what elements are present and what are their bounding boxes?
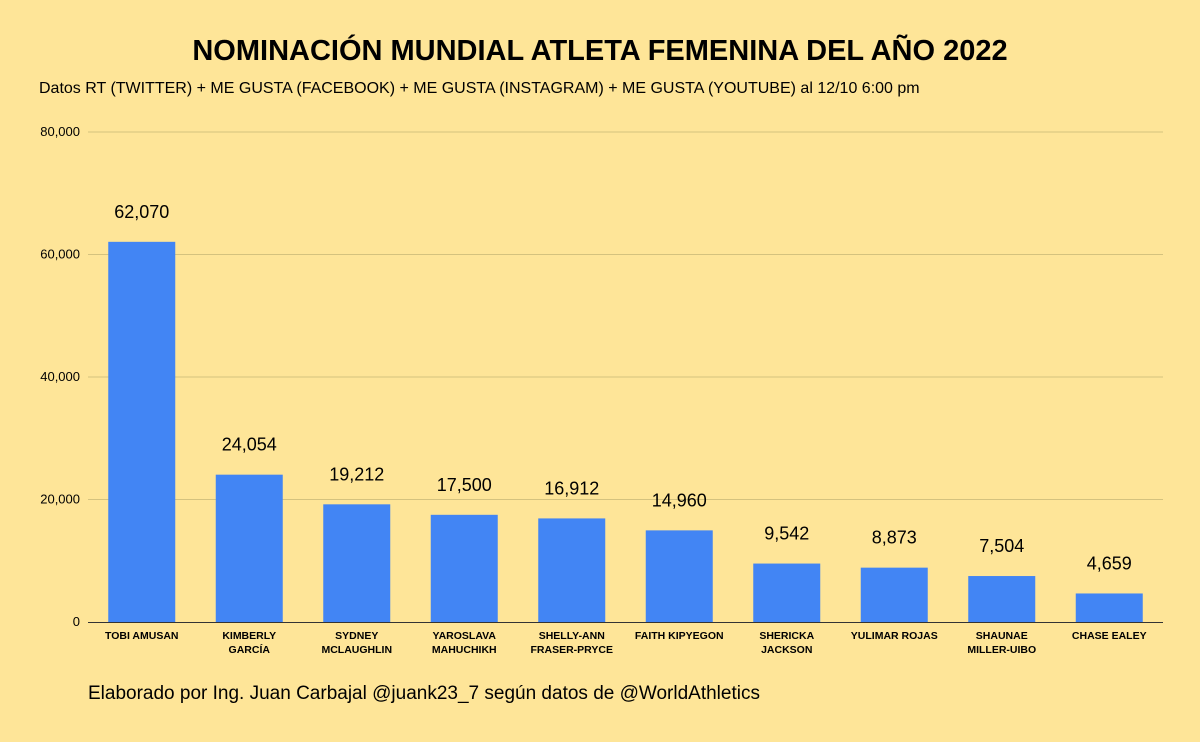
- bar: [323, 504, 391, 622]
- y-axis-ticks: 0 20,000 40,000 60,000 80,000: [40, 124, 80, 629]
- x-axis-ticks: TOBI AMUSAN KIMBERLY GARCÍA SYDNEY MCLAUGHLI…: [105, 630, 1147, 656]
- bar: [860, 567, 928, 622]
- chart-footer: Elaborado por Ing. Juan Carbajal @juank2…: [88, 683, 760, 704]
- x-tick-label: TOBI AMUSAN: [105, 630, 179, 642]
- bar: [753, 563, 821, 622]
- bar-value-label: 62,070: [114, 202, 169, 222]
- y-tick-label: 40,000: [40, 369, 80, 384]
- bar: [968, 576, 1036, 622]
- bar-value-label: 24,054: [222, 435, 277, 455]
- y-tick-label: 80,000: [40, 124, 80, 139]
- bar: [215, 474, 283, 622]
- x-tick-label: FAITH KIPYEGON: [635, 630, 724, 642]
- y-tick-label: 60,000: [40, 247, 80, 262]
- bar-value-label: 4,659: [1087, 553, 1132, 573]
- y-tick-label: 0: [73, 614, 80, 629]
- chart-subtitle: Datos RT (TWITTER) + ME GUSTA (FACEBOOK)…: [39, 80, 920, 97]
- bar: [430, 514, 498, 622]
- x-tick-label: SHELLY-ANN FRASER-PRYCE: [531, 630, 613, 656]
- x-tick-label: KIMBERLY GARCÍA: [222, 630, 276, 656]
- bars: [108, 241, 1143, 623]
- chart-title: NOMINACIÓN MUNDIAL ATLETA FEMENINA DEL A…: [192, 35, 1008, 67]
- x-tick-label: SHAUNAE MILLER-UIBO: [967, 630, 1036, 656]
- x-tick-label: YAROSLAVA MAHUCHIKH: [432, 630, 497, 656]
- x-tick-label: CHASE EALEY: [1072, 630, 1147, 642]
- bar-value-label: 14,960: [652, 490, 707, 510]
- x-tick-label: YULIMAR ROJAS: [851, 630, 938, 642]
- x-tick-label: SYDNEY MCLAUGHLIN: [321, 630, 392, 656]
- bar-value-label: 16,912: [544, 478, 599, 498]
- y-tick-label: 20,000: [40, 492, 80, 507]
- bar-value-label: 8,873: [872, 528, 917, 548]
- bar: [538, 518, 606, 622]
- value-labels: 62,070 24,054 19,212 17,500 16,912 14,960 9,54…: [114, 202, 1132, 574]
- bar-value-label: 9,542: [764, 524, 809, 544]
- x-tick-label: SHERICKA JACKSON: [759, 630, 814, 656]
- bar-value-label: 17,500: [437, 475, 492, 495]
- bar-value-label: 19,212: [329, 464, 384, 484]
- bar-value-label: 7,504: [979, 536, 1024, 556]
- bar: [1075, 593, 1143, 622]
- bar: [108, 241, 176, 623]
- bar: [645, 530, 713, 622]
